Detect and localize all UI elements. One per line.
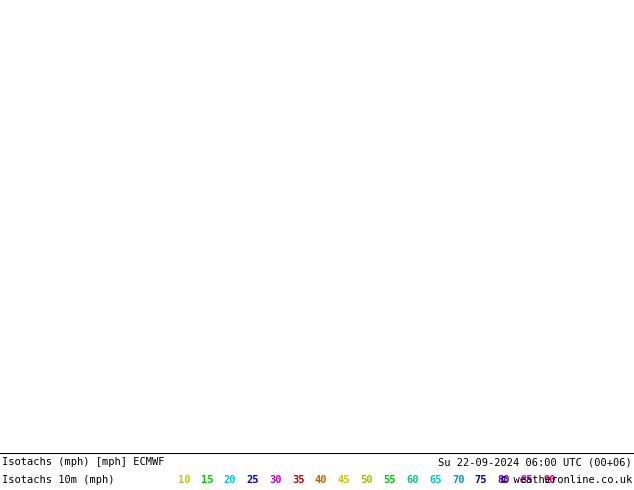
Text: Su 22-09-2024 06:00 UTC (00+06): Su 22-09-2024 06:00 UTC (00+06) — [438, 457, 632, 467]
Text: 50: 50 — [361, 475, 373, 485]
Text: 80: 80 — [498, 475, 510, 485]
Text: Isotachs 10m (mph): Isotachs 10m (mph) — [2, 475, 115, 485]
Text: 40: 40 — [315, 475, 327, 485]
Text: 85: 85 — [521, 475, 533, 485]
Text: 10: 10 — [178, 475, 190, 485]
Text: © weatheronline.co.uk: © weatheronline.co.uk — [501, 475, 632, 485]
Text: 15: 15 — [201, 475, 213, 485]
Text: 25: 25 — [247, 475, 259, 485]
Text: 55: 55 — [384, 475, 396, 485]
Text: 65: 65 — [429, 475, 441, 485]
Text: 30: 30 — [269, 475, 281, 485]
Text: 35: 35 — [292, 475, 304, 485]
Text: 75: 75 — [475, 475, 487, 485]
Text: 45: 45 — [338, 475, 350, 485]
Text: 20: 20 — [224, 475, 236, 485]
Text: Isotachs (mph) [mph] ECMWF: Isotachs (mph) [mph] ECMWF — [2, 457, 164, 467]
Text: 60: 60 — [406, 475, 418, 485]
Text: 70: 70 — [452, 475, 464, 485]
Text: 90: 90 — [543, 475, 555, 485]
